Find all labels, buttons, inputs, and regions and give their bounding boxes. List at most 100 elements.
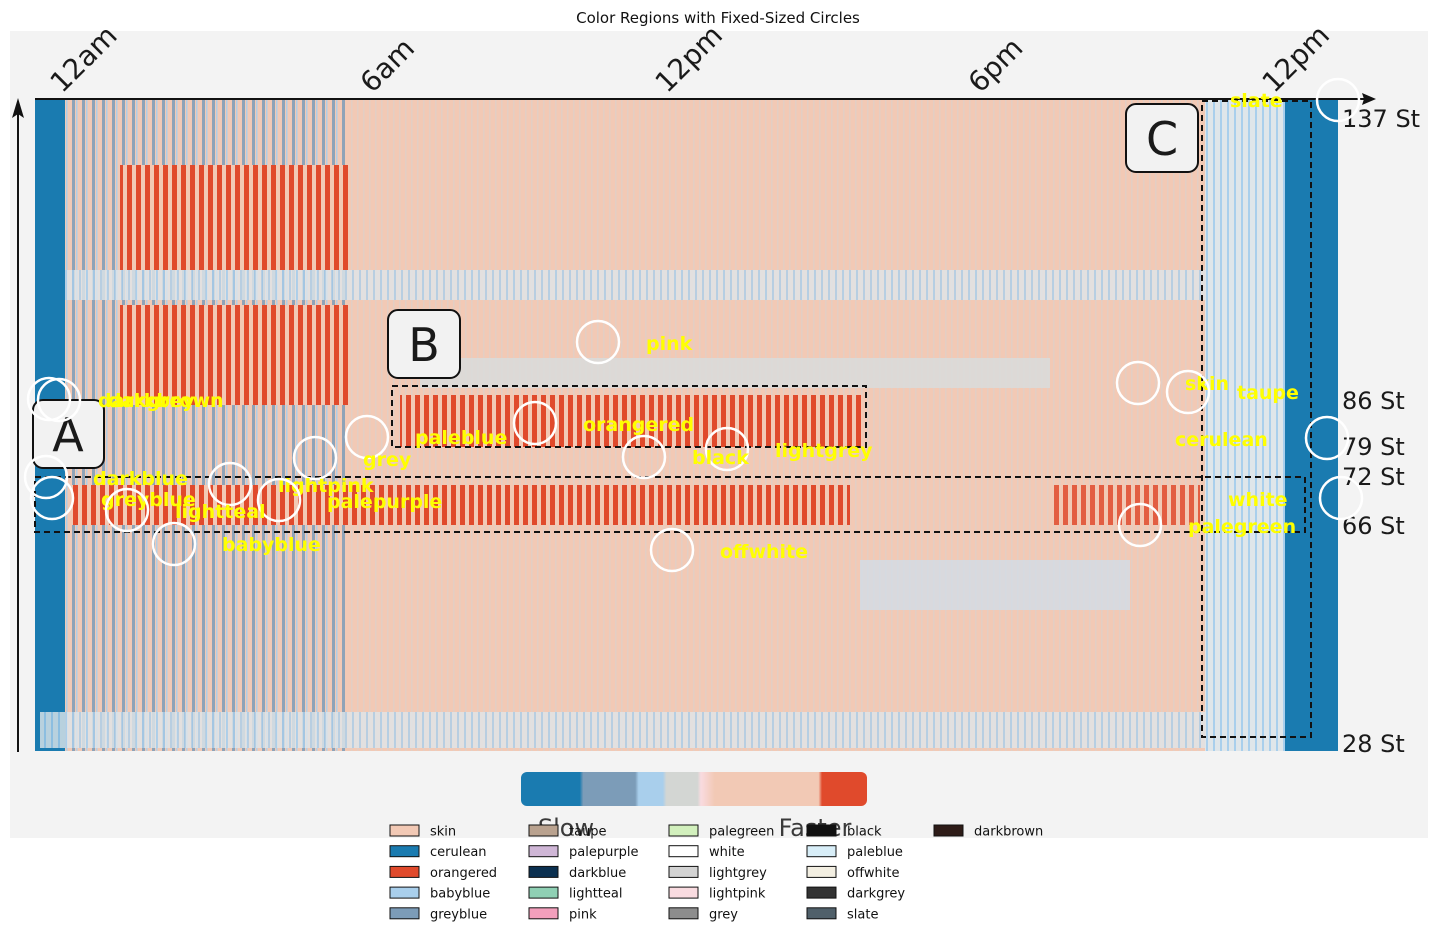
region-row-box xyxy=(34,476,1306,533)
legend-swatch-palepurple xyxy=(528,845,559,858)
circle-label-greyblue: greyblue xyxy=(101,489,196,511)
heatmap-orange-row xyxy=(70,485,850,525)
circle-marker-grey xyxy=(292,435,338,481)
legend-swatch-greyblue xyxy=(389,907,420,920)
region-c-box xyxy=(1201,100,1312,738)
circle-label-lightgrey: lightgrey xyxy=(775,440,873,462)
region-letter: A xyxy=(52,408,84,462)
region-b-badge: B xyxy=(387,309,461,379)
circle-marker-lightteal xyxy=(104,487,150,533)
speed-scale: Slow Faster xyxy=(521,772,867,842)
legend-label-darkgrey: darkgrey xyxy=(847,887,905,902)
legend-swatch-lightpink xyxy=(668,886,699,899)
circle-label-white: white xyxy=(1228,489,1288,511)
legend-label-pink: pink xyxy=(569,907,597,922)
circle-label-lightteal: lightteal xyxy=(175,501,266,523)
heatmap-orange-mid xyxy=(120,305,350,405)
circle-label-orangered: orangered xyxy=(583,414,694,436)
region-badge-box xyxy=(32,399,105,469)
heatmap-orange-top xyxy=(120,165,350,270)
region-letter: C xyxy=(1146,112,1178,166)
circle-marker-babyblue xyxy=(151,521,197,567)
circle-marker-palegreen xyxy=(1117,502,1163,548)
legend-label-cerulean: cerulean xyxy=(430,845,487,860)
region-badge-box xyxy=(387,309,461,379)
legend-label-lightgrey: lightgrey xyxy=(709,866,767,881)
circle-label-pink: pink xyxy=(646,333,693,355)
circle-marker-pink xyxy=(575,319,621,365)
legend-label-palegreen: palegreen xyxy=(709,825,774,840)
legend: skin cerulean orangered babyblue greyblue tau… xyxy=(389,824,1043,922)
circle-label-lightpink: lightpink xyxy=(278,475,374,497)
station-label: 72 St xyxy=(1342,463,1405,491)
circle-label-cerulean: cerulean xyxy=(1175,429,1268,451)
circle-label-taupe: taupe xyxy=(1237,382,1299,404)
legend-swatch-black xyxy=(806,824,837,837)
legend-label-orangered: orangered xyxy=(430,866,497,881)
legend-swatch-darkgrey xyxy=(806,886,837,899)
circle-label-palepurple: palepurple xyxy=(327,491,442,513)
circle-marker-white xyxy=(1318,475,1364,521)
chart-title: Color Regions with Fixed-Sized Circles xyxy=(576,9,860,27)
legend-label-paleblue: paleblue xyxy=(847,845,903,860)
legend-swatch-lightteal xyxy=(528,886,559,899)
legend-label-offwhite: offwhite xyxy=(847,866,900,881)
region-a-badge: A xyxy=(32,399,105,469)
legend-swatch-darkbrown xyxy=(933,824,964,837)
legend-swatch-orangered xyxy=(389,865,420,878)
legend-label-white: white xyxy=(709,845,745,860)
image-panel: 12am 6am 12pm 6pm 12pm 137 St 86 St 79 S… xyxy=(10,19,1428,842)
legend-swatch-skin xyxy=(389,824,420,837)
region-badge-box xyxy=(1125,103,1199,173)
heatmap-right-pale-band xyxy=(1205,100,1285,751)
legend-swatch-paleblue xyxy=(806,845,837,858)
circle-marker-darkblue xyxy=(23,454,69,500)
legend-swatch-lightgrey xyxy=(668,865,699,878)
circle-label-slate: slate xyxy=(1230,90,1283,112)
station-labels: 137 St 86 St 79 St 72 St 66 St 28 St xyxy=(1342,105,1420,758)
circle-label-darkblue: darkblue xyxy=(93,468,188,490)
y-axis-arrowhead xyxy=(12,98,24,118)
circle-label-black: black xyxy=(692,447,749,469)
legend-label-slate: slate xyxy=(847,907,878,922)
circle-label-grey: grey xyxy=(363,449,412,471)
heatmap-band-pale-4 xyxy=(860,560,1130,610)
circle-marker-darkbrown xyxy=(36,377,82,423)
legend-swatch-pink xyxy=(528,907,559,920)
circle-marker-lightpink xyxy=(207,461,253,507)
circle-marker-taupe xyxy=(1165,369,1211,415)
legend-label-greyblue: greyblue xyxy=(430,907,487,922)
legend-label-lightteal: lightteal xyxy=(569,887,623,902)
circle-marker-lightgrey xyxy=(704,426,750,472)
legend-swatch-palegreen xyxy=(668,824,699,837)
legend-label-palepurple: palepurple xyxy=(569,845,639,860)
legend-swatch-grey xyxy=(668,907,699,920)
legend-swatch-darkblue xyxy=(528,865,559,878)
legend-label-lightpink: lightpink xyxy=(709,887,766,902)
heatmap-band-pale-1 xyxy=(65,270,1205,300)
station-label: 79 St xyxy=(1342,433,1405,461)
circle-marker-black xyxy=(621,434,667,480)
heatmap-band-pale-3 xyxy=(40,712,1205,748)
circle-label-darkgrey: darkgrey xyxy=(98,390,195,412)
legend-label-darkblue: darkblue xyxy=(569,866,626,881)
circle-marker-slate xyxy=(1315,77,1361,123)
circle-marker-offwhite xyxy=(649,527,695,573)
legend-swatch-babyblue xyxy=(389,886,420,899)
circle-marker-darkgrey xyxy=(26,376,72,422)
speed-scale-bar xyxy=(521,772,867,806)
circle-marker-paleblue xyxy=(344,414,390,460)
station-label: 28 St xyxy=(1342,730,1405,758)
legend-label-taupe: taupe xyxy=(569,825,607,840)
legend-swatch-taupe xyxy=(528,824,559,837)
legend-label-babyblue: babyblue xyxy=(430,887,490,902)
legend-label-black: black xyxy=(847,825,882,840)
x-axis-arrowhead xyxy=(1362,93,1376,105)
circle-marker-skin xyxy=(1115,360,1161,406)
legend-label-grey: grey xyxy=(709,907,738,922)
legend-swatch-offwhite xyxy=(806,865,837,878)
circle-marker-cerulean xyxy=(1304,415,1350,461)
